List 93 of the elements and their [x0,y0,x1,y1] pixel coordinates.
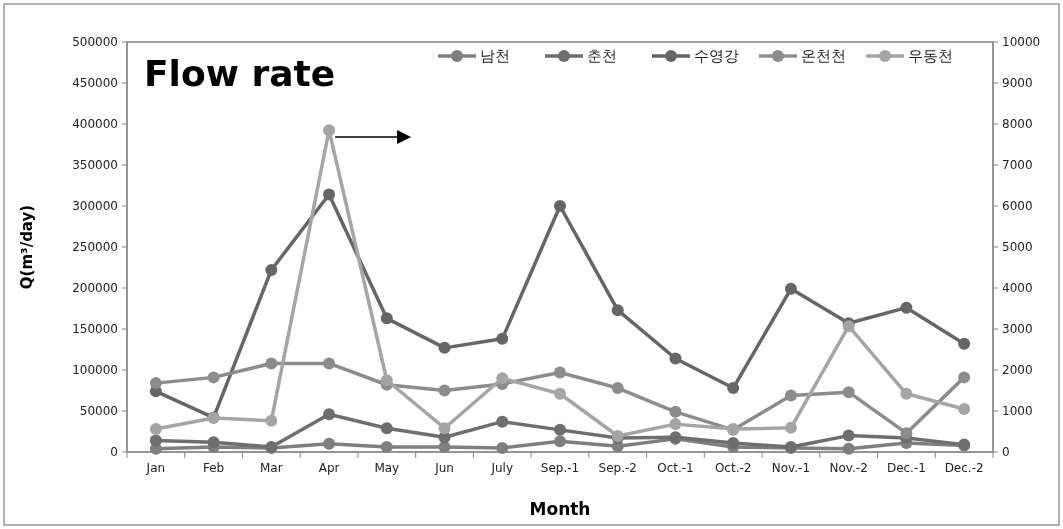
x-tick-label: Feb [202,461,225,475]
y-tick-label: 50000 [79,404,118,419]
point [496,415,509,428]
point [900,427,913,440]
point [842,442,855,455]
x-axis-title: Month [529,499,591,519]
point [842,386,855,399]
y2-tick-label: 10000 [1002,35,1041,50]
x-tick-label: Sep.-2 [598,461,637,475]
y2-tick-label: 9000 [1002,76,1033,91]
y-tick-label: 100000 [72,363,118,378]
y2-tick-label: 1000 [1002,404,1033,419]
y-axis-title: Q(m³/day) [18,204,36,290]
y-tick-label: 450000 [72,76,118,91]
point [380,441,393,454]
x-tick-label: Apr [318,461,340,475]
point [727,436,740,449]
x-tick-label: Oct.-2 [714,461,752,475]
point [323,124,336,137]
point [207,436,220,449]
x-tick-label: Jan [145,461,166,475]
point [784,389,797,402]
point [611,304,624,317]
point [727,382,740,395]
legend-label: 남천 [480,47,510,66]
point [842,429,855,442]
y2-tick-label: 4000 [1002,281,1033,296]
legend-label: 온천천 [801,47,846,66]
point [207,371,220,384]
point [438,422,451,435]
x-tick-label: July [490,461,514,475]
y-tick-label: 150000 [72,322,118,337]
point [496,372,509,385]
y-tick-label: 400000 [72,117,118,132]
x-tick-label: Dec.-1 [886,461,926,475]
point [149,434,162,447]
x-tick-label: Mar [260,461,283,475]
point [265,357,278,370]
y2-tick-label: 3000 [1002,322,1033,337]
point [554,200,566,212]
x-tick-label: Nov.-2 [829,461,868,475]
y-tick-label: 0 [110,445,118,460]
point [438,341,451,354]
point [958,402,971,415]
y2-tick-label: 8000 [1002,117,1033,132]
point [380,312,393,325]
point [323,357,336,370]
x-tick-label: Dec.-2 [944,461,984,475]
y2-tick-label: 5000 [1002,240,1033,255]
point [149,377,162,390]
point [554,435,566,448]
legend-label: 우동천 [908,47,953,66]
y-tick-label: 300000 [72,199,118,214]
point [149,423,162,436]
point [669,352,682,365]
point [669,418,682,431]
point [496,441,509,454]
point [611,382,624,395]
point [438,384,451,397]
x-tick-label: Nov.-1 [771,461,811,475]
legend-label: 수영강 [694,47,739,66]
point [958,371,971,384]
point [554,366,566,379]
point [554,423,566,436]
x-tick-label: Jun [434,461,454,475]
point [323,188,336,201]
point [669,405,682,418]
point [265,414,278,427]
y-tick-label: 350000 [72,158,118,173]
point [380,422,393,435]
point [900,387,913,400]
x-tick-label: May [374,461,400,475]
point [554,387,566,400]
legend-label: 춘천 [587,47,617,66]
point [323,437,336,450]
point [900,301,913,314]
y2-tick-label: 6000 [1002,199,1033,214]
x-tick-label: Sep.-1 [540,461,580,475]
y-tick-label: 250000 [72,240,118,255]
point [958,337,971,350]
point [496,332,509,345]
y2-tick-label: 2000 [1002,363,1033,378]
y2-tick-label: 7000 [1002,158,1033,173]
y-tick-label: 500000 [72,35,118,50]
point [380,374,393,387]
point [784,421,797,434]
point [265,263,278,276]
y-tick-label: 200000 [72,281,118,296]
y2-tick-label: 0 [1002,445,1010,460]
point [784,282,797,295]
point [323,408,336,421]
chart-title: Flow rate [144,53,336,94]
x-tick-label: Oct.-1 [657,461,694,475]
